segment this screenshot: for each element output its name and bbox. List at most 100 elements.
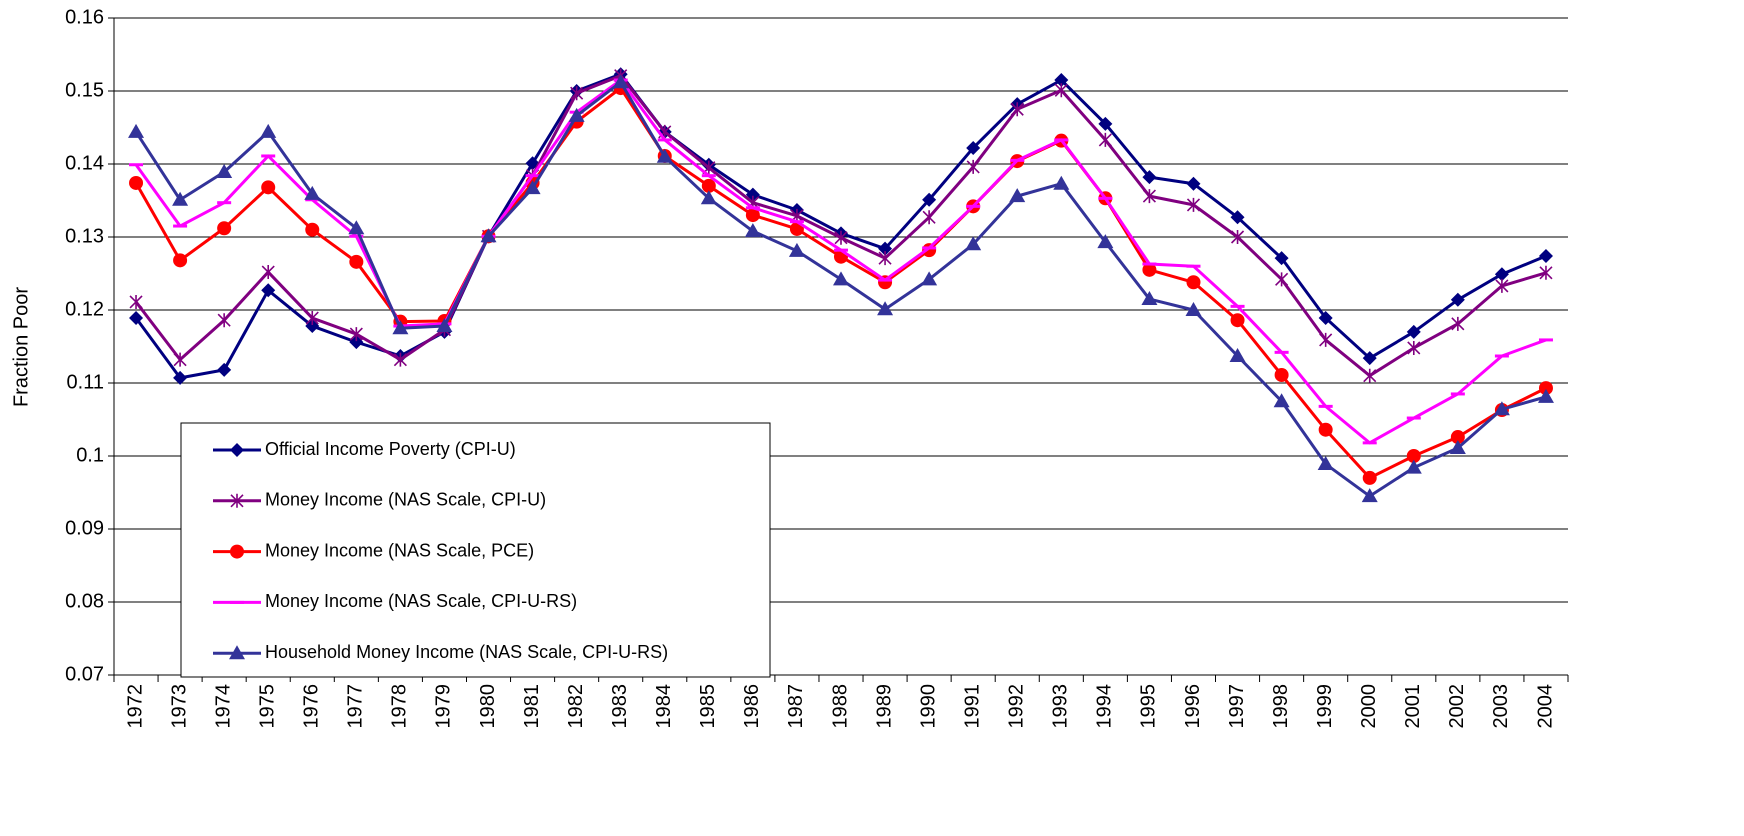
marker: [1362, 470, 1377, 485]
marker: [1361, 488, 1378, 503]
x-tick-label: 1990: [917, 684, 939, 729]
marker: [966, 140, 981, 155]
marker: [1229, 347, 1246, 362]
marker: [878, 251, 892, 266]
legend-label: Money Income (NAS Scale, PCE): [265, 540, 534, 560]
y-tick-label: 0.15: [65, 79, 104, 101]
marker: [230, 544, 244, 559]
marker: [1537, 388, 1554, 403]
marker: [701, 178, 716, 193]
y-tick-label: 0.09: [65, 517, 104, 539]
marker: [173, 352, 187, 367]
marker: [744, 223, 761, 238]
marker: [922, 210, 936, 225]
x-tick-label: 1993: [1050, 684, 1072, 729]
y-tick-label: 0.14: [65, 152, 104, 174]
marker: [1009, 188, 1026, 203]
marker: [349, 327, 363, 342]
x-tick-label: 2001: [1402, 684, 1424, 729]
marker: [173, 370, 188, 385]
marker: [1141, 291, 1158, 306]
marker: [1495, 278, 1509, 293]
x-tick-label: 1980: [477, 684, 499, 729]
x-tick-label: 1974: [212, 684, 234, 729]
x-tick-label: 2000: [1358, 684, 1380, 729]
marker: [1097, 234, 1114, 249]
legend-label: Official Income Poverty (CPI-U): [265, 439, 516, 459]
marker: [1274, 251, 1289, 266]
marker: [216, 164, 233, 179]
x-tick-label: 1978: [389, 684, 411, 729]
marker: [1230, 313, 1245, 328]
marker: [878, 241, 893, 256]
x-tick-label: 1989: [873, 684, 895, 729]
marker: [1230, 230, 1245, 244]
x-tick-label: 1987: [785, 684, 807, 729]
x-tick-label: 1994: [1094, 684, 1116, 729]
x-tick-label: 1984: [653, 684, 675, 729]
marker: [877, 301, 894, 316]
y-axis-label: Fraction Poor: [10, 287, 32, 407]
marker: [1054, 73, 1069, 88]
marker: [129, 311, 144, 326]
legend-label: Money Income (NAS Scale, CPI-U): [265, 490, 546, 510]
marker: [966, 159, 980, 174]
marker: [612, 74, 629, 89]
marker: [172, 191, 189, 206]
marker: [1098, 132, 1112, 147]
marker: [348, 220, 365, 235]
marker: [1406, 324, 1421, 339]
marker: [1406, 449, 1421, 463]
marker: [217, 362, 232, 377]
marker: [1273, 393, 1290, 408]
marker: [305, 222, 320, 237]
marker: [1185, 302, 1202, 316]
marker: [393, 352, 407, 367]
marker: [922, 192, 937, 207]
marker: [1053, 175, 1070, 190]
x-tick-label: 2003: [1490, 684, 1512, 729]
legend-box: [180, 422, 771, 678]
marker: [261, 283, 276, 298]
series: [128, 74, 1554, 503]
marker: [1363, 368, 1377, 383]
y-tick-label: 0.13: [65, 225, 104, 247]
marker: [230, 493, 244, 508]
marker: [1186, 197, 1201, 212]
y-tick-label: 0.12: [65, 298, 104, 320]
x-tick-label: 1972: [124, 684, 146, 729]
marker: [568, 107, 585, 122]
marker: [1449, 439, 1466, 454]
marker: [1275, 272, 1289, 287]
marker: [1405, 459, 1422, 474]
y-tick-label: 0.08: [65, 590, 104, 612]
marker: [1538, 381, 1553, 396]
x-tick-label: 1979: [433, 684, 455, 729]
marker: [304, 185, 321, 200]
x-tick-label: 2004: [1534, 684, 1556, 729]
marker: [260, 123, 277, 138]
legend-label: Money Income (NAS Scale, CPI-U-RS): [265, 591, 577, 611]
x-tick-label: 1986: [741, 684, 763, 729]
marker: [217, 313, 231, 328]
marker: [570, 86, 584, 101]
marker: [965, 236, 982, 251]
marker: [229, 645, 245, 660]
series-line: [134, 74, 1547, 378]
marker: [1451, 316, 1465, 331]
marker: [833, 271, 849, 286]
marker: [129, 294, 143, 309]
x-tick-label: 1997: [1226, 684, 1248, 729]
x-tick-label: 2002: [1446, 684, 1468, 729]
legend-label: Household Money Income (NAS Scale, CPI-U…: [265, 642, 668, 662]
marker: [1186, 275, 1201, 290]
legend: Official Income Poverty (CPI-U) Money Inc…: [180, 422, 771, 678]
marker: [1318, 422, 1333, 437]
x-tick-label: 1988: [829, 684, 851, 729]
y-tick-label: 0.11: [67, 371, 104, 393]
marker: [261, 180, 276, 195]
marker: [788, 242, 805, 257]
marker: [745, 208, 760, 223]
